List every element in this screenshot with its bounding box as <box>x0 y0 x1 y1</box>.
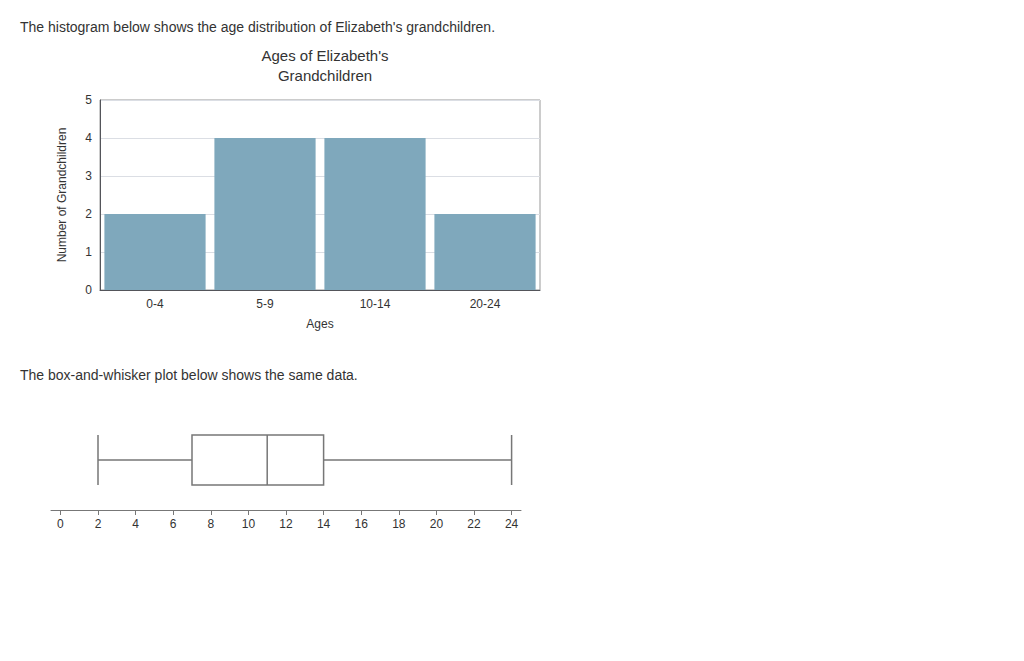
svg-text:4: 4 <box>132 517 139 531</box>
svg-text:The histogram below shows the: The histogram below shows the age distri… <box>20 19 495 35</box>
svg-text:20-24: 20-24 <box>470 297 501 311</box>
svg-text:2: 2 <box>85 207 92 221</box>
svg-text:24: 24 <box>505 517 519 531</box>
svg-text:10-14: 10-14 <box>360 297 391 311</box>
svg-text:4: 4 <box>85 131 92 145</box>
svg-text:The box-and-whisker plot below: The box-and-whisker plot below shows the… <box>20 367 358 383</box>
svg-text:5-9: 5-9 <box>256 297 274 311</box>
svg-text:0: 0 <box>85 283 92 297</box>
svg-text:Number of Grandchildren: Number of Grandchildren <box>55 128 69 263</box>
svg-text:3: 3 <box>85 169 92 183</box>
svg-text:5: 5 <box>85 93 92 107</box>
svg-text:22: 22 <box>467 517 481 531</box>
svg-text:6: 6 <box>170 517 177 531</box>
svg-text:20: 20 <box>430 517 444 531</box>
svg-text:2: 2 <box>95 517 102 531</box>
svg-text:16: 16 <box>355 517 369 531</box>
svg-text:Ages: Ages <box>306 317 333 331</box>
svg-text:Grandchildren: Grandchildren <box>278 67 372 84</box>
svg-text:0: 0 <box>57 517 64 531</box>
svg-text:14: 14 <box>317 517 331 531</box>
svg-text:0-4: 0-4 <box>146 297 164 311</box>
svg-text:1: 1 <box>85 245 92 259</box>
svg-text:8: 8 <box>207 517 214 531</box>
svg-text:10: 10 <box>242 517 256 531</box>
svg-text:12: 12 <box>279 517 293 531</box>
svg-text:18: 18 <box>392 517 406 531</box>
svg-text:Ages of Elizabeth's: Ages of Elizabeth's <box>261 47 388 64</box>
